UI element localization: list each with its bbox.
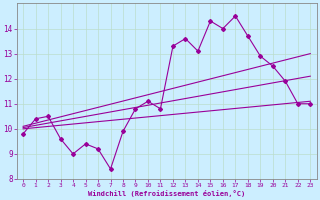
- X-axis label: Windchill (Refroidissement éolien,°C): Windchill (Refroidissement éolien,°C): [88, 190, 245, 197]
